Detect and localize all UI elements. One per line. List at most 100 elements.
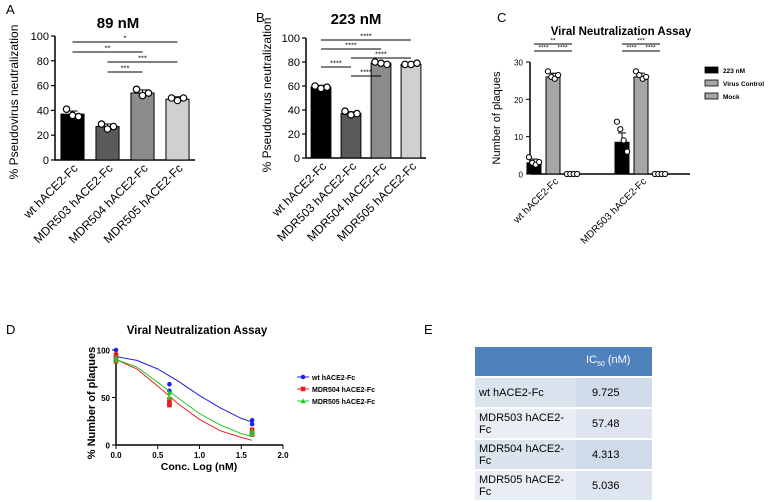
chart-a-ylabel: % Pseudovirus neutralization: [7, 25, 21, 180]
ic50-header-unit: (nM): [604, 354, 631, 367]
chart-a-title: 89 nM: [97, 15, 140, 32]
chart-b-data-point: [407, 60, 415, 69]
chart-b-significance-label: ****: [360, 68, 372, 77]
chart-d-fit-curve: [115, 359, 253, 441]
chart-d-data-point: [249, 418, 255, 423]
chart-b-bar: [370, 62, 392, 159]
chart-d-legend-marker: [300, 386, 306, 392]
chart-d-data-point: [249, 428, 255, 433]
chart-b-y-tick-label: 0: [294, 153, 300, 165]
chart-a-data-point: [74, 112, 83, 121]
chart-c-significance-label: ****: [557, 45, 568, 52]
chart-c-significance-label: ***: [637, 38, 645, 45]
ic50-table-header: IC50 (nM): [475, 347, 652, 378]
chart-d-x-tick-label: 0.0: [110, 451, 122, 460]
panel-label-a: A: [6, 2, 15, 17]
chart-c-significance-label: ****: [538, 45, 549, 52]
ic50-row-name: MDR504 hACE2-Fc: [475, 439, 576, 471]
chart-a-significance-label: *: [124, 34, 127, 43]
chart-b-data-point: [347, 111, 355, 119]
ic50-row-value: 4.313: [576, 439, 652, 471]
chart-d-fit-curve: [115, 359, 253, 437]
chart-c-data-point: [636, 71, 643, 79]
chart-b-y-tick-label: 100: [282, 33, 300, 45]
chart-b-bar: [340, 113, 362, 159]
panel-label-b: B: [256, 10, 265, 25]
chart-c-data-point: [544, 68, 552, 75]
chart-d-fit-curve: [115, 356, 253, 423]
chart-d-title: Viral Neutralization Assay: [127, 325, 268, 337]
chart-a-bar: [60, 113, 85, 161]
chart-c-legend-label: Mock: [723, 94, 740, 101]
chart-c-significance-label: **: [550, 38, 556, 45]
chart-a-y-tick-label: 60: [37, 81, 49, 93]
chart-a-data-point: [68, 111, 77, 120]
chart-a-data-point: [97, 120, 106, 128]
chart-a-significance-label: ***: [121, 64, 130, 73]
chart-d-data-point: [113, 355, 119, 360]
chart-c-data-point: [574, 170, 581, 178]
chart-d-x-tick-label: 1.0: [194, 451, 206, 460]
chart-a-y-tick-label: 40: [37, 105, 49, 117]
ic50-header: IC50 (nM): [576, 347, 652, 378]
chart-a-bar: [165, 98, 190, 161]
chart-c-significance-label: ****: [645, 45, 656, 52]
panel-label-d: D: [6, 322, 15, 337]
chart-d-x-tick-label: 2.0: [277, 451, 289, 460]
ic50-header-main: IC: [586, 354, 597, 367]
panel-label-c: C: [497, 10, 506, 25]
chart-d-data-point: [113, 357, 119, 363]
chart-a-data-point: [62, 105, 71, 113]
chart-d-x-tick-label: 1.5: [236, 451, 248, 460]
chart-c-data-point: [536, 158, 543, 166]
ic50-row-name: wt hACE2-Fc: [475, 377, 576, 409]
table-row: MDR505 hACE2-Fc 5.036: [475, 470, 652, 502]
chart-b-data-point: [371, 58, 379, 66]
ic50-row-value: 5.036: [576, 470, 652, 502]
chart-b-significance-label: ****: [345, 41, 357, 50]
chart-b-data-point: [323, 83, 331, 92]
chart-b-title: 223 nM: [331, 11, 382, 28]
chart-c-y-tick-label: 0: [519, 171, 524, 180]
chart-d-y-tick-label: 0: [106, 442, 111, 451]
chart-b-data-point: [383, 60, 391, 69]
chart-c-legend-swatch: [704, 79, 719, 87]
chart-d-legend-marker: [300, 398, 306, 404]
chart-d-data-point: [166, 394, 173, 400]
chart-c-significance-label: ****: [626, 45, 637, 52]
chart-c-legend-label: Virus Control: [723, 81, 764, 88]
ic50-header-blank: [475, 347, 576, 378]
chart-c-category-label: MDR503 hACE2-Fc: [579, 176, 649, 246]
chart-a-y-tick-label: 100: [31, 31, 49, 43]
chart-a-y-tick-label: 80: [37, 56, 49, 68]
chart-a-y-tick-label: 20: [37, 130, 49, 142]
chart-b-bar: [400, 63, 422, 159]
chart-d-xlabel: Conc. Log (nM): [161, 461, 237, 473]
chart-d-legend-label: MDR504 hACE2-Fc: [312, 387, 375, 394]
chart-c-legend-label: 223 nM: [723, 68, 745, 75]
chart-c-data-point: [620, 137, 627, 144]
chart-a-significance-label: **: [105, 44, 111, 53]
chart-b-bar: [310, 86, 332, 159]
ic50-header-sub: 50: [597, 361, 605, 369]
chart-c-title: Viral Neutralization Assay: [551, 26, 692, 38]
chart-d-plot: 0 50 100 0.0 0.5 1.0 1.5 2.0 wt hACE2-Fc MDR504 h…: [97, 347, 375, 461]
chart-d-data-point: [113, 352, 119, 358]
chart-c-data-point: [613, 118, 621, 125]
chart-d-legend-label: MDR505 hACE2-Fc: [312, 399, 375, 406]
chart-b-data-point: [377, 59, 385, 68]
chart-c-data-point: [551, 75, 558, 82]
ic50-row-name: MDR505 hACE2-Fc: [475, 470, 576, 502]
chart-d-data-point: [167, 402, 172, 408]
chart-b-y-tick-label: 80: [288, 57, 300, 69]
chart-b-y-tick-label: 20: [288, 129, 300, 141]
chart-a-significance-label: ***: [138, 54, 147, 63]
chart-d-data-point: [249, 421, 255, 427]
chart-c-category-label: wt hACE2-Fc: [511, 176, 561, 226]
chart-d-y-tick-label: 50: [101, 394, 110, 403]
chart-c-legend-swatch: [704, 92, 719, 100]
